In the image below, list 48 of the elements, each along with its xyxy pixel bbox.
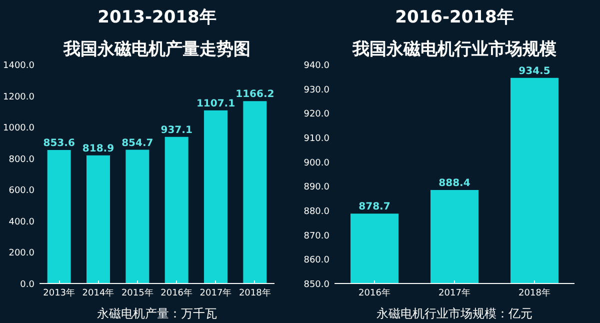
y-tick-label: 1200.0 xyxy=(3,92,35,102)
data-label: 818.9 xyxy=(82,143,114,154)
x-axis-title: 永磁电机产量：万千瓦 xyxy=(97,306,217,320)
bar xyxy=(126,150,150,284)
data-label: 878.7 xyxy=(358,202,390,213)
y-tick-label: 870.0 xyxy=(304,231,330,242)
x-tick-label: 2015年 xyxy=(121,288,154,298)
bar xyxy=(86,155,110,284)
y-tick-label: 1400.0 xyxy=(3,61,35,71)
x-tick-label: 2014年 xyxy=(82,288,114,298)
x-tick-label: 2017年 xyxy=(438,288,470,298)
x-tick-label: 2016年 xyxy=(358,288,390,298)
y-tick-label: 910.0 xyxy=(304,134,330,144)
x-tick-label: 2018年 xyxy=(518,288,550,298)
x-tick-label: 2017年 xyxy=(200,288,232,298)
chart-subtitle: 我国永磁电机产量走势图 xyxy=(62,40,250,60)
data-label: 1107.1 xyxy=(196,98,236,110)
data-label: 937.1 xyxy=(160,124,192,136)
y-tick-label: 930.0 xyxy=(304,85,330,96)
y-tick-label: 200.0 xyxy=(8,248,35,259)
y-tick-label: 850.0 xyxy=(304,280,330,290)
y-tick-label: 400.0 xyxy=(8,217,35,228)
y-tick-label: 860.0 xyxy=(304,256,330,266)
x-tick-label: 2016年 xyxy=(160,288,193,298)
y-tick-label: 880.0 xyxy=(304,207,330,217)
x-axis-title: 永磁电机行业市场规模：亿元 xyxy=(376,306,532,320)
x-tick-label: 2013年 xyxy=(43,288,76,298)
y-tick-label: 0.0 xyxy=(20,280,35,290)
chart-title: 2016-2018年 xyxy=(395,8,514,28)
y-tick-label: 890.0 xyxy=(304,182,330,193)
chart-title: 2013-2018年 xyxy=(98,8,216,28)
bar xyxy=(243,101,267,284)
data-label: 888.4 xyxy=(438,178,470,190)
y-tick-label: 900.0 xyxy=(304,158,330,168)
data-label: 853.6 xyxy=(43,138,75,149)
bar xyxy=(164,136,188,284)
data-label: 854.7 xyxy=(122,138,154,149)
data-label: 1166.2 xyxy=(236,89,274,100)
chart-subtitle: 我国永磁电机行业市场规模 xyxy=(352,40,556,60)
x-tick-label: 2018年 xyxy=(238,288,271,298)
bar xyxy=(47,150,71,284)
y-tick-label: 1000.0 xyxy=(3,124,35,134)
y-tick-label: 600.0 xyxy=(8,186,35,196)
bar xyxy=(204,110,228,284)
y-tick-label: 920.0 xyxy=(304,110,330,120)
y-tick-label: 800.0 xyxy=(8,154,35,165)
y-tick-label: 940.0 xyxy=(304,61,330,71)
data-label: 934.5 xyxy=(518,66,550,77)
